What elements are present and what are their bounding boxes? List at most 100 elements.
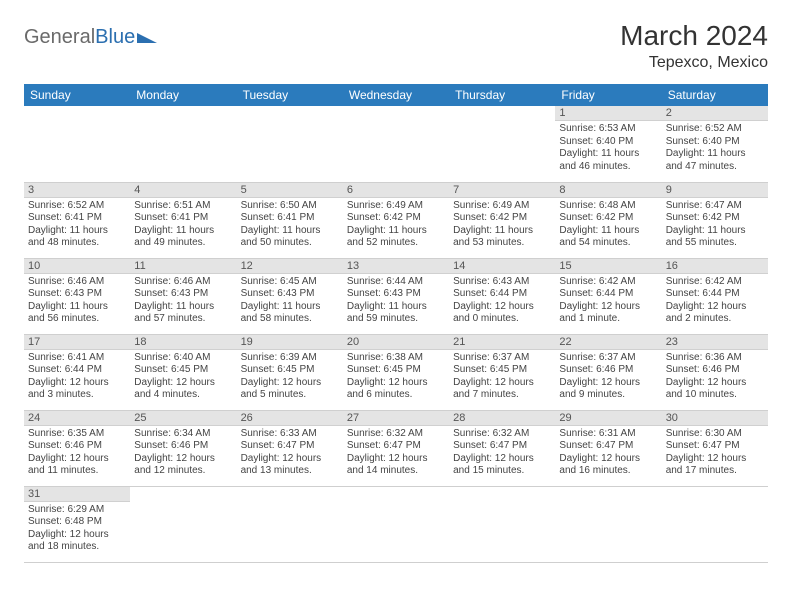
day-body: Sunrise: 6:44 AMSunset: 6:43 PMDaylight:… bbox=[343, 274, 449, 329]
sunrise-text: Sunrise: 6:42 AM bbox=[666, 276, 764, 289]
sunset-text: Sunset: 6:45 PM bbox=[453, 364, 551, 377]
daylight-text: Daylight: 12 hours and 17 minutes. bbox=[666, 453, 764, 478]
day-body: Sunrise: 6:32 AMSunset: 6:47 PMDaylight:… bbox=[343, 426, 449, 481]
daylight-text: Daylight: 12 hours and 11 minutes. bbox=[28, 453, 126, 478]
day-number: 29 bbox=[555, 411, 661, 426]
sunset-text: Sunset: 6:48 PM bbox=[28, 516, 126, 529]
day-body: Sunrise: 6:53 AMSunset: 6:40 PMDaylight:… bbox=[555, 121, 661, 176]
weekday-header: Thursday bbox=[449, 84, 555, 106]
daylight-text: Daylight: 11 hours and 48 minutes. bbox=[28, 225, 126, 250]
daylight-text: Daylight: 11 hours and 57 minutes. bbox=[134, 301, 232, 326]
day-body: Sunrise: 6:30 AMSunset: 6:47 PMDaylight:… bbox=[662, 426, 768, 481]
sunset-text: Sunset: 6:40 PM bbox=[666, 136, 764, 149]
sunset-text: Sunset: 6:43 PM bbox=[241, 288, 339, 301]
day-number: 14 bbox=[449, 259, 555, 274]
sunrise-text: Sunrise: 6:42 AM bbox=[559, 276, 657, 289]
sunrise-text: Sunrise: 6:52 AM bbox=[28, 200, 126, 213]
daylight-text: Daylight: 12 hours and 0 minutes. bbox=[453, 301, 551, 326]
calendar-day-cell: 29Sunrise: 6:31 AMSunset: 6:47 PMDayligh… bbox=[555, 410, 661, 486]
sunrise-text: Sunrise: 6:37 AM bbox=[559, 352, 657, 365]
day-number: 12 bbox=[237, 259, 343, 274]
daylight-text: Daylight: 12 hours and 5 minutes. bbox=[241, 377, 339, 402]
sunset-text: Sunset: 6:43 PM bbox=[28, 288, 126, 301]
calendar-day-cell: 30Sunrise: 6:30 AMSunset: 6:47 PMDayligh… bbox=[662, 410, 768, 486]
sunset-text: Sunset: 6:47 PM bbox=[241, 440, 339, 453]
calendar-day-cell bbox=[343, 486, 449, 562]
daylight-text: Daylight: 11 hours and 49 minutes. bbox=[134, 225, 232, 250]
daylight-text: Daylight: 11 hours and 55 minutes. bbox=[666, 225, 764, 250]
sunrise-text: Sunrise: 6:49 AM bbox=[453, 200, 551, 213]
calendar-day-cell bbox=[237, 106, 343, 182]
calendar-week-row: 1Sunrise: 6:53 AMSunset: 6:40 PMDaylight… bbox=[24, 106, 768, 182]
weekday-header: Monday bbox=[130, 84, 236, 106]
day-body: Sunrise: 6:42 AMSunset: 6:44 PMDaylight:… bbox=[555, 274, 661, 329]
sunrise-text: Sunrise: 6:43 AM bbox=[453, 276, 551, 289]
calendar-day-cell: 10Sunrise: 6:46 AMSunset: 6:43 PMDayligh… bbox=[24, 258, 130, 334]
day-number: 28 bbox=[449, 411, 555, 426]
day-body: Sunrise: 6:33 AMSunset: 6:47 PMDaylight:… bbox=[237, 426, 343, 481]
calendar-day-cell: 26Sunrise: 6:33 AMSunset: 6:47 PMDayligh… bbox=[237, 410, 343, 486]
day-body: Sunrise: 6:32 AMSunset: 6:47 PMDaylight:… bbox=[449, 426, 555, 481]
sunrise-text: Sunrise: 6:34 AM bbox=[134, 428, 232, 441]
calendar-day-cell: 27Sunrise: 6:32 AMSunset: 6:47 PMDayligh… bbox=[343, 410, 449, 486]
sunrise-text: Sunrise: 6:30 AM bbox=[666, 428, 764, 441]
day-number: 13 bbox=[343, 259, 449, 274]
daylight-text: Daylight: 11 hours and 58 minutes. bbox=[241, 301, 339, 326]
day-body: Sunrise: 6:31 AMSunset: 6:47 PMDaylight:… bbox=[555, 426, 661, 481]
sunset-text: Sunset: 6:44 PM bbox=[559, 288, 657, 301]
sunset-text: Sunset: 6:45 PM bbox=[347, 364, 445, 377]
day-body: Sunrise: 6:36 AMSunset: 6:46 PMDaylight:… bbox=[662, 350, 768, 405]
day-body: Sunrise: 6:40 AMSunset: 6:45 PMDaylight:… bbox=[130, 350, 236, 405]
daylight-text: Daylight: 12 hours and 1 minute. bbox=[559, 301, 657, 326]
weekday-header: Saturday bbox=[662, 84, 768, 106]
weekday-header: Tuesday bbox=[237, 84, 343, 106]
day-body: Sunrise: 6:49 AMSunset: 6:42 PMDaylight:… bbox=[343, 198, 449, 253]
sunset-text: Sunset: 6:42 PM bbox=[453, 212, 551, 225]
sunset-text: Sunset: 6:44 PM bbox=[666, 288, 764, 301]
calendar-week-row: 31Sunrise: 6:29 AMSunset: 6:48 PMDayligh… bbox=[24, 486, 768, 562]
header: GeneralBlue March 2024 Tepexco, Mexico bbox=[24, 20, 768, 72]
calendar-day-cell: 3Sunrise: 6:52 AMSunset: 6:41 PMDaylight… bbox=[24, 182, 130, 258]
sunset-text: Sunset: 6:46 PM bbox=[666, 364, 764, 377]
calendar-day-cell: 7Sunrise: 6:49 AMSunset: 6:42 PMDaylight… bbox=[449, 182, 555, 258]
sunrise-text: Sunrise: 6:50 AM bbox=[241, 200, 339, 213]
sunset-text: Sunset: 6:42 PM bbox=[666, 212, 764, 225]
calendar-day-cell: 22Sunrise: 6:37 AMSunset: 6:46 PMDayligh… bbox=[555, 334, 661, 410]
calendar-day-cell: 4Sunrise: 6:51 AMSunset: 6:41 PMDaylight… bbox=[130, 182, 236, 258]
day-number: 5 bbox=[237, 183, 343, 198]
sunrise-text: Sunrise: 6:33 AM bbox=[241, 428, 339, 441]
daylight-text: Daylight: 12 hours and 4 minutes. bbox=[134, 377, 232, 402]
day-number: 18 bbox=[130, 335, 236, 350]
day-number: 24 bbox=[24, 411, 130, 426]
sunset-text: Sunset: 6:47 PM bbox=[453, 440, 551, 453]
day-body: Sunrise: 6:37 AMSunset: 6:45 PMDaylight:… bbox=[449, 350, 555, 405]
day-number: 31 bbox=[24, 487, 130, 502]
sunrise-text: Sunrise: 6:52 AM bbox=[666, 123, 764, 136]
month-title: March 2024 bbox=[620, 20, 768, 52]
day-body: Sunrise: 6:47 AMSunset: 6:42 PMDaylight:… bbox=[662, 198, 768, 253]
daylight-text: Daylight: 11 hours and 59 minutes. bbox=[347, 301, 445, 326]
day-body: Sunrise: 6:48 AMSunset: 6:42 PMDaylight:… bbox=[555, 198, 661, 253]
calendar-page: GeneralBlue March 2024 Tepexco, Mexico S… bbox=[0, 0, 792, 573]
sunset-text: Sunset: 6:46 PM bbox=[559, 364, 657, 377]
day-body: Sunrise: 6:43 AMSunset: 6:44 PMDaylight:… bbox=[449, 274, 555, 329]
day-number: 19 bbox=[237, 335, 343, 350]
day-body: Sunrise: 6:34 AMSunset: 6:46 PMDaylight:… bbox=[130, 426, 236, 481]
sunrise-text: Sunrise: 6:49 AM bbox=[347, 200, 445, 213]
day-number: 17 bbox=[24, 335, 130, 350]
calendar-week-row: 24Sunrise: 6:35 AMSunset: 6:46 PMDayligh… bbox=[24, 410, 768, 486]
sunset-text: Sunset: 6:42 PM bbox=[347, 212, 445, 225]
sunrise-text: Sunrise: 6:35 AM bbox=[28, 428, 126, 441]
calendar-day-cell: 2Sunrise: 6:52 AMSunset: 6:40 PMDaylight… bbox=[662, 106, 768, 182]
sunrise-text: Sunrise: 6:31 AM bbox=[559, 428, 657, 441]
day-number: 10 bbox=[24, 259, 130, 274]
calendar-day-cell: 8Sunrise: 6:48 AMSunset: 6:42 PMDaylight… bbox=[555, 182, 661, 258]
sunset-text: Sunset: 6:42 PM bbox=[559, 212, 657, 225]
calendar-day-cell bbox=[343, 106, 449, 182]
day-number: 25 bbox=[130, 411, 236, 426]
daylight-text: Daylight: 11 hours and 53 minutes. bbox=[453, 225, 551, 250]
day-number: 20 bbox=[343, 335, 449, 350]
calendar-day-cell: 31Sunrise: 6:29 AMSunset: 6:48 PMDayligh… bbox=[24, 486, 130, 562]
calendar-day-cell: 25Sunrise: 6:34 AMSunset: 6:46 PMDayligh… bbox=[130, 410, 236, 486]
day-number: 27 bbox=[343, 411, 449, 426]
